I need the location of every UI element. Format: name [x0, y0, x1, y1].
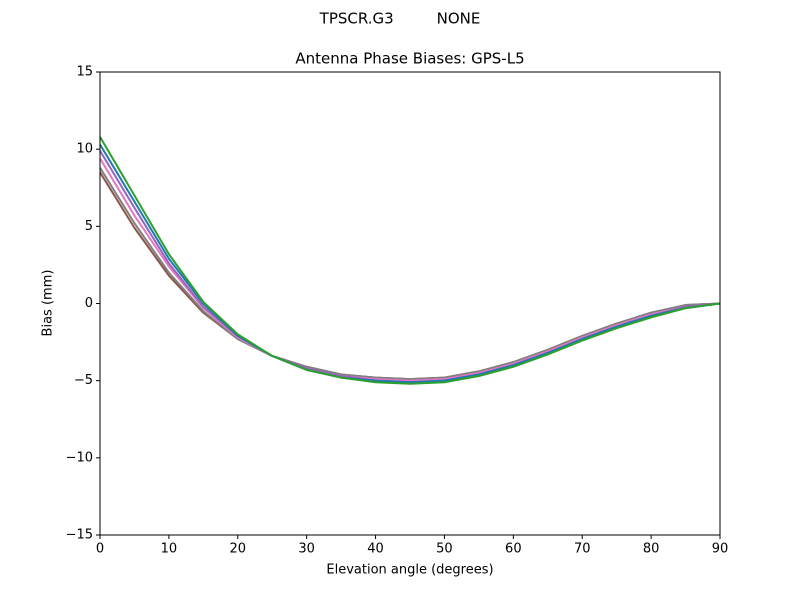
y-tick-label: 15	[76, 65, 93, 80]
x-tick-label: 70	[574, 542, 591, 557]
x-tick-label: 90	[712, 542, 729, 557]
suptitle: TPSCR.G3 NONE	[319, 10, 481, 28]
x-tick-label: 60	[505, 542, 522, 557]
x-tick-label: 10	[161, 542, 178, 557]
series-line	[99, 167, 721, 381]
series-line	[99, 157, 721, 382]
y-axis-label: Bias (mm)	[41, 270, 56, 337]
series-line	[99, 144, 721, 384]
series-line	[99, 136, 721, 385]
y-tick-label: 0	[85, 296, 93, 311]
y-tick-label: −10	[66, 450, 93, 465]
x-axis-label: Elevation angle (degrees)	[326, 563, 493, 578]
x-tick-label: 20	[230, 542, 247, 557]
x-tick-label: 0	[96, 542, 104, 557]
x-tick-label: 30	[298, 542, 315, 557]
x-tick-label: 80	[643, 542, 660, 557]
y-tick-label: −15	[66, 528, 93, 543]
x-tick-label: 40	[367, 542, 384, 557]
x-tick-label: 50	[436, 542, 453, 557]
chart-title: Antenna Phase Biases: GPS-L5	[295, 50, 524, 68]
y-tick-label: 5	[85, 219, 93, 234]
y-tick-label: 10	[76, 142, 93, 157]
y-tick-label: −5	[74, 373, 93, 388]
plot-frame	[99, 71, 721, 536]
